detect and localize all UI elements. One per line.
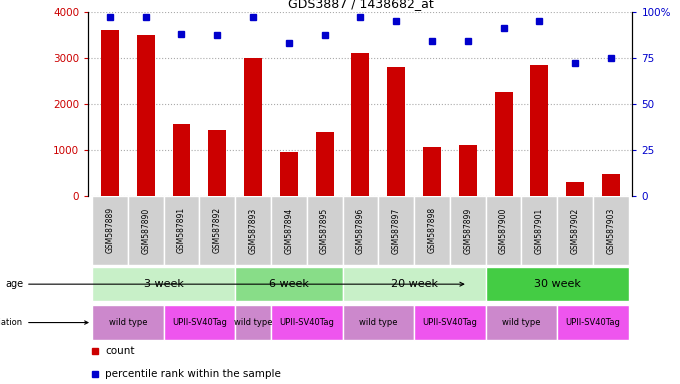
Bar: [486, 267, 629, 301]
Text: GSM587892: GSM587892: [213, 207, 222, 253]
Text: GSM587901: GSM587901: [535, 207, 544, 253]
Bar: [343, 196, 378, 265]
Bar: [343, 305, 414, 340]
Bar: [486, 196, 522, 265]
Bar: [137, 35, 154, 196]
Bar: [244, 58, 262, 196]
Text: GSM587899: GSM587899: [463, 207, 473, 253]
Bar: [173, 124, 190, 196]
Bar: [235, 305, 271, 340]
Bar: [459, 145, 477, 196]
Bar: [235, 196, 271, 265]
Bar: [593, 196, 629, 265]
Text: UPII-SV40Tag: UPII-SV40Tag: [422, 318, 477, 327]
Text: percentile rank within the sample: percentile rank within the sample: [105, 369, 282, 379]
Text: wild type: wild type: [359, 318, 398, 327]
Text: 3 week: 3 week: [143, 279, 184, 289]
Bar: [387, 67, 405, 196]
Bar: [316, 132, 334, 196]
Text: GSM587890: GSM587890: [141, 207, 150, 253]
Title: GDS3887 / 1438682_at: GDS3887 / 1438682_at: [288, 0, 433, 10]
Text: GSM587902: GSM587902: [571, 207, 579, 253]
Text: GSM587893: GSM587893: [248, 207, 258, 253]
Bar: [307, 196, 343, 265]
Bar: [557, 196, 593, 265]
Bar: [164, 196, 199, 265]
Text: 30 week: 30 week: [534, 279, 581, 289]
Text: wild type: wild type: [234, 318, 272, 327]
Bar: [522, 196, 557, 265]
Text: GSM587891: GSM587891: [177, 207, 186, 253]
Text: GSM587894: GSM587894: [284, 207, 293, 253]
Text: genotype/variation: genotype/variation: [0, 318, 88, 327]
Bar: [280, 152, 298, 196]
Bar: [414, 305, 486, 340]
Text: GSM587898: GSM587898: [428, 207, 437, 253]
Text: wild type: wild type: [503, 318, 541, 327]
Bar: [602, 174, 620, 196]
Text: UPII-SV40Tag: UPII-SV40Tag: [279, 318, 334, 327]
Text: 6 week: 6 week: [269, 279, 309, 289]
Bar: [92, 196, 128, 265]
Bar: [566, 182, 584, 196]
Text: UPII-SV40Tag: UPII-SV40Tag: [172, 318, 227, 327]
Bar: [414, 196, 450, 265]
Bar: [101, 30, 119, 196]
Bar: [271, 305, 343, 340]
Bar: [92, 305, 164, 340]
Bar: [486, 305, 557, 340]
Bar: [352, 53, 369, 196]
Text: GSM587889: GSM587889: [105, 207, 114, 253]
Bar: [199, 196, 235, 265]
Text: count: count: [105, 346, 135, 356]
Bar: [208, 130, 226, 196]
Bar: [128, 196, 164, 265]
Bar: [530, 65, 548, 196]
Text: UPII-SV40Tag: UPII-SV40Tag: [566, 318, 620, 327]
Bar: [343, 267, 486, 301]
Text: GSM587896: GSM587896: [356, 207, 365, 253]
Bar: [450, 196, 486, 265]
Bar: [494, 92, 513, 196]
Bar: [92, 267, 235, 301]
Bar: [378, 196, 414, 265]
Text: GSM587897: GSM587897: [392, 207, 401, 253]
Text: GSM587895: GSM587895: [320, 207, 329, 253]
Bar: [557, 305, 629, 340]
Bar: [271, 196, 307, 265]
Bar: [164, 305, 235, 340]
Bar: [235, 267, 343, 301]
Text: GSM587903: GSM587903: [607, 207, 615, 253]
Bar: [423, 147, 441, 196]
Text: age: age: [5, 279, 464, 289]
Text: 20 week: 20 week: [390, 279, 438, 289]
Text: GSM587900: GSM587900: [499, 207, 508, 253]
Text: wild type: wild type: [109, 318, 147, 327]
